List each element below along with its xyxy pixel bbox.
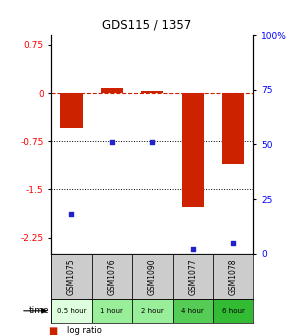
Bar — [51, 299, 92, 323]
Bar — [101, 88, 123, 93]
Text: 4 hour: 4 hour — [181, 308, 204, 314]
Text: GSM1077: GSM1077 — [188, 258, 197, 295]
Text: GDS115 / 1357: GDS115 / 1357 — [102, 18, 191, 32]
Text: ■: ■ — [48, 326, 58, 336]
Point — [69, 212, 74, 217]
Bar — [213, 254, 253, 299]
Text: time: time — [29, 306, 49, 315]
Text: GSM1075: GSM1075 — [67, 258, 76, 295]
Bar — [132, 254, 173, 299]
Point — [110, 140, 114, 145]
Point — [150, 140, 155, 145]
Bar — [132, 299, 173, 323]
Bar — [213, 299, 253, 323]
Bar — [51, 254, 92, 299]
Text: GSM1090: GSM1090 — [148, 258, 157, 295]
Bar — [141, 90, 163, 93]
Text: log ratio: log ratio — [67, 327, 102, 335]
Bar — [92, 254, 132, 299]
Text: 0.5 hour: 0.5 hour — [57, 308, 86, 314]
Bar — [60, 93, 83, 128]
Point — [190, 247, 195, 252]
Text: 6 hour: 6 hour — [222, 308, 245, 314]
Bar — [222, 93, 244, 164]
Text: GSM1078: GSM1078 — [229, 258, 238, 295]
Bar — [92, 299, 132, 323]
Text: 1 hour: 1 hour — [100, 308, 123, 314]
Bar — [182, 93, 204, 207]
Text: GSM1076: GSM1076 — [108, 258, 116, 295]
Bar — [173, 254, 213, 299]
Text: 2 hour: 2 hour — [141, 308, 164, 314]
Point — [231, 240, 236, 246]
Bar — [173, 299, 213, 323]
